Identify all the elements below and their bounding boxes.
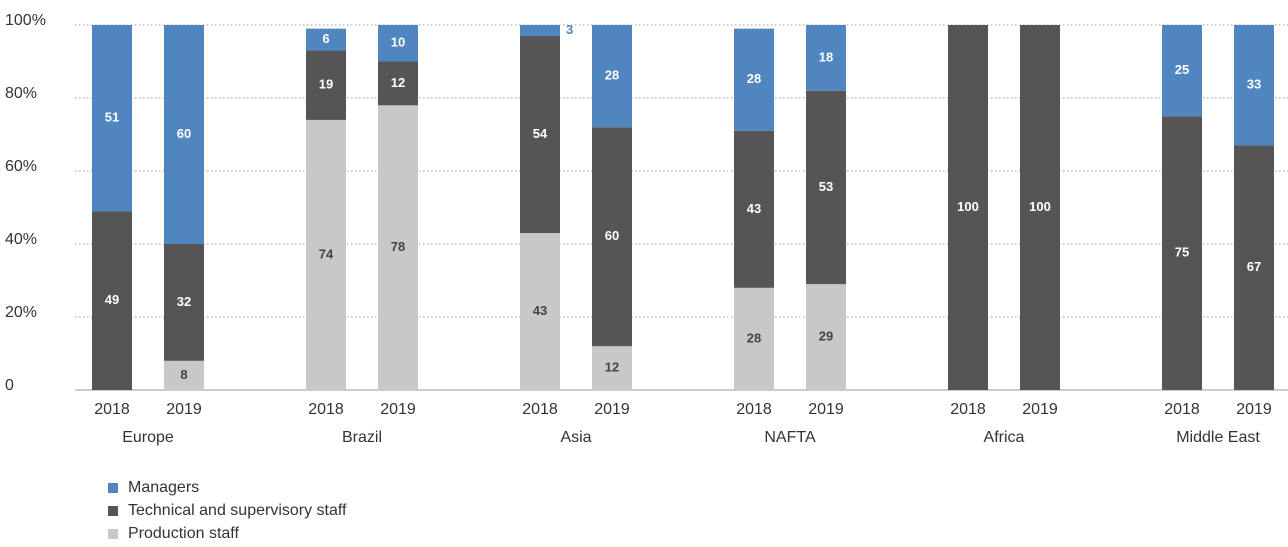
bar-segment <box>92 25 132 212</box>
y-tick-label: 100% <box>5 12 46 29</box>
bar-segment <box>378 61 418 106</box>
bar-segment <box>734 130 774 288</box>
value-label: 43 <box>533 303 547 318</box>
legend-swatch <box>108 506 118 516</box>
y-tick-label: 60% <box>5 158 37 175</box>
value-label: 8 <box>180 367 187 382</box>
x-tick-label: 2019 <box>166 401 202 418</box>
value-label: 25 <box>1175 62 1189 77</box>
bar-segment <box>806 90 846 285</box>
bar-segment <box>1020 25 1060 390</box>
legend-label: Managers <box>128 479 199 496</box>
x-tick-label: 2019 <box>1022 401 1058 418</box>
bar-segment <box>1162 116 1202 390</box>
bar-segment <box>948 25 988 390</box>
value-label: 51 <box>105 110 119 125</box>
x-tick-label: 2019 <box>1236 401 1272 418</box>
group-label: Europe <box>122 429 174 446</box>
y-tick-label: 0 <box>5 377 14 394</box>
bar-segment <box>520 35 560 234</box>
bar-segment <box>734 28 774 131</box>
group-label: Middle East <box>1176 429 1260 446</box>
value-label: 12 <box>605 360 619 375</box>
value-label: 60 <box>605 228 619 243</box>
group-label: NAFTA <box>764 429 816 446</box>
x-tick-label: 2019 <box>808 401 844 418</box>
bar-segment <box>734 287 774 390</box>
value-label: 43 <box>747 201 761 216</box>
value-label: 74 <box>319 246 334 261</box>
y-tick-label: 20% <box>5 304 37 321</box>
bar-segment <box>164 25 204 244</box>
value-label: 18 <box>819 49 833 64</box>
value-label: 28 <box>747 330 761 345</box>
value-label: 12 <box>391 75 405 90</box>
value-label: 60 <box>177 126 191 141</box>
value-label: 49 <box>105 292 119 307</box>
value-label: 3 <box>566 22 573 37</box>
legend-swatch <box>108 529 118 539</box>
group-label: Asia <box>560 429 591 446</box>
value-label: 29 <box>819 329 833 344</box>
x-tick-label: 2018 <box>308 401 344 418</box>
value-label: 28 <box>605 68 619 83</box>
bar-segment <box>378 105 418 391</box>
value-label: 28 <box>747 71 761 86</box>
bar-segment <box>806 284 846 390</box>
value-label: 6 <box>322 31 329 46</box>
x-tick-label: 2019 <box>380 401 416 418</box>
y-tick-label: 40% <box>5 231 37 248</box>
value-label: 75 <box>1175 245 1189 260</box>
bar-segment <box>1234 25 1274 146</box>
value-label: 100 <box>957 199 979 214</box>
x-tick-label: 2018 <box>94 401 130 418</box>
value-label: 10 <box>391 35 405 50</box>
bar-segment <box>592 346 632 390</box>
value-label: 67 <box>1247 259 1261 274</box>
value-label: 54 <box>533 126 548 141</box>
bar-segment <box>806 25 846 91</box>
bar-segment <box>1162 25 1202 117</box>
bar-segment <box>164 244 204 361</box>
legend-swatch <box>108 483 118 493</box>
y-tick-label: 80% <box>5 85 37 102</box>
x-tick-label: 2018 <box>1164 401 1200 418</box>
value-label: 33 <box>1247 77 1261 92</box>
group-label: Brazil <box>342 429 382 446</box>
x-tick-label: 2019 <box>594 401 630 418</box>
legend-label: Production staff <box>128 525 239 542</box>
value-label: 100 <box>1029 199 1051 214</box>
value-label: 19 <box>319 77 333 92</box>
value-label: 53 <box>819 179 833 194</box>
value-label: 78 <box>391 239 405 254</box>
value-label: 32 <box>177 294 191 309</box>
x-tick-label: 2018 <box>736 401 772 418</box>
bar-segment <box>306 119 346 391</box>
bar-segment <box>92 211 132 390</box>
bar-segment <box>306 50 346 120</box>
bar-segment <box>592 127 632 347</box>
group-label: Africa <box>984 429 1025 446</box>
bar-segment <box>592 25 632 128</box>
x-tick-label: 2018 <box>522 401 558 418</box>
bar-segment <box>520 25 560 36</box>
legend-label: Technical and supervisory staff <box>128 502 347 519</box>
bar-segment <box>306 28 346 51</box>
bar-segment <box>520 233 560 390</box>
bar-segment <box>164 360 204 390</box>
x-tick-label: 2018 <box>950 401 986 418</box>
bar-segment <box>1234 145 1274 390</box>
bar-segment <box>378 25 418 62</box>
